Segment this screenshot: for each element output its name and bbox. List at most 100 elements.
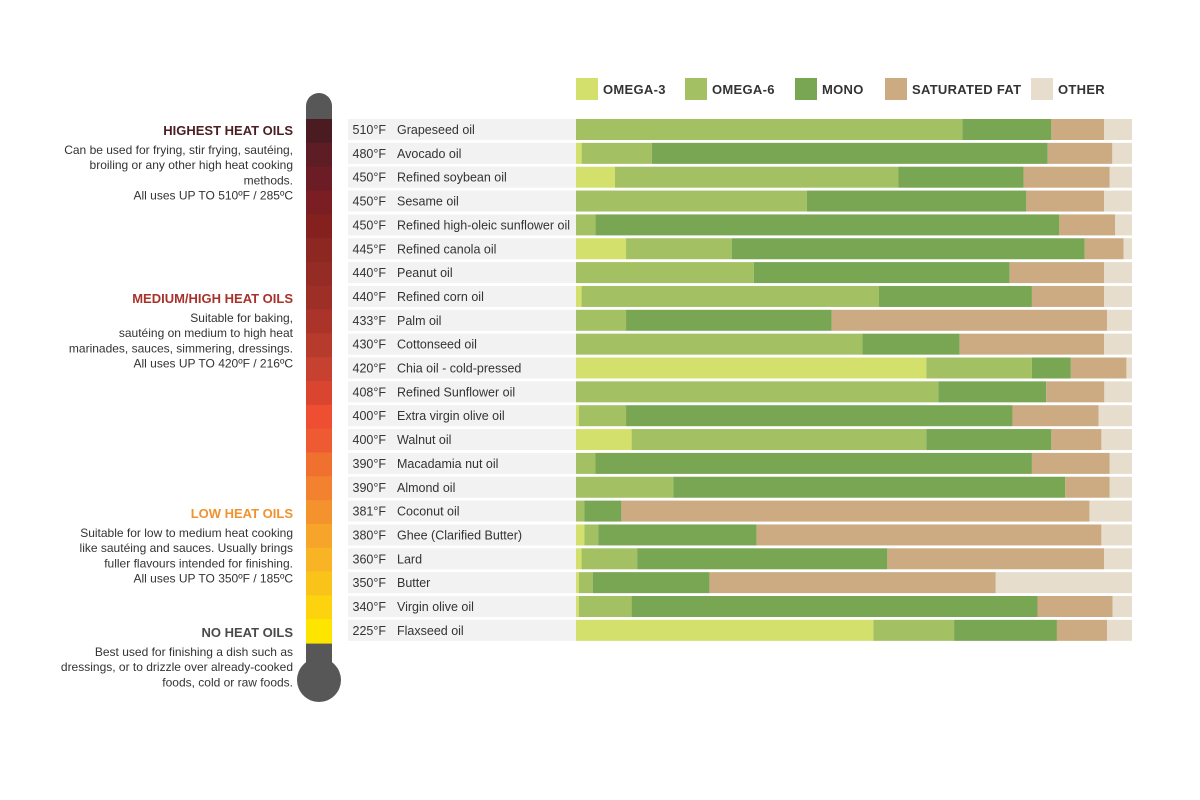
- bar-segment-saturated-fat: [1051, 119, 1105, 140]
- thermometer-color-segment: [306, 452, 332, 477]
- smoke-point-label: 420°F: [353, 362, 387, 376]
- oil-name-label: Almond oil: [397, 481, 455, 495]
- oil-name-label: Ghee (Clarified Butter): [397, 528, 522, 542]
- heat-section: LOW HEAT OILS Suitable for low to medium …: [80, 506, 294, 586]
- thermometer-color-segment: [306, 309, 332, 334]
- section-description-line: All uses UP TO 510ºF / 285ºC: [133, 189, 293, 203]
- smoke-point-label: 225°F: [353, 624, 387, 638]
- smoke-point-label: 381°F: [353, 505, 387, 519]
- bar-segment-other: [1126, 357, 1132, 379]
- oil-name-label: Peanut oil: [397, 266, 453, 280]
- oil-name-label: Sesame oil: [397, 195, 459, 209]
- oil-name-label: Chia oil - cold-pressed: [397, 362, 521, 376]
- bar-segment-omega-6: [614, 166, 899, 188]
- bar-segment-omega-3: [576, 619, 874, 641]
- legend-label: OMEGA-3: [603, 82, 666, 97]
- bar-segment-omega-6: [576, 190, 807, 212]
- smoke-point-label: 350°F: [353, 576, 387, 590]
- oil-row: 360°F Lard: [348, 548, 1132, 570]
- bar-segment-mono: [584, 500, 622, 522]
- bar-segment-other: [1104, 548, 1132, 570]
- row-label-background: [348, 619, 576, 641]
- bar-segment-omega-6: [578, 572, 593, 594]
- bar-segment-omega-3: [576, 429, 632, 451]
- thermometer-color-segment: [306, 166, 332, 192]
- thermometer-color-segment: [306, 381, 332, 406]
- oil-name-label: Refined high-oleic sunflower oil: [397, 218, 570, 232]
- bar-segment-omega-3: [576, 166, 615, 188]
- oil-name-label: Butter: [397, 576, 430, 590]
- section-description-line: fuller flavours intended for finishing.: [104, 556, 293, 570]
- oil-name-label: Avocado oil: [397, 147, 461, 161]
- thermometer-color-segment: [306, 214, 332, 239]
- oil-row: 433°F Palm oil: [348, 309, 1132, 331]
- row-label-background: [348, 262, 576, 284]
- row-label-background: [348, 524, 576, 546]
- bar-segment-other: [1104, 285, 1132, 307]
- bar-segment-omega-3: [576, 357, 927, 379]
- bar-segment-mono: [592, 572, 710, 594]
- smoke-point-label: 510°F: [353, 123, 387, 137]
- bar-segment-omega-6: [576, 476, 674, 498]
- legend-item: OTHER: [1031, 78, 1105, 100]
- bar-segment-mono: [862, 333, 960, 355]
- smoke-point-label: 440°F: [353, 290, 387, 304]
- thermometer-color-segment: [306, 119, 332, 144]
- smoke-point-label: 440°F: [353, 266, 387, 280]
- bar-segment-saturated-fat: [1031, 452, 1110, 474]
- oil-row: 450°F Refined high-oleic sunflower oil: [348, 214, 1132, 236]
- oil-row: 445°F Refined canola oil: [348, 238, 1132, 260]
- legend: OMEGA-3 OMEGA-6 MONO SATURATED FAT OTHER: [576, 78, 1105, 100]
- bar-segment-saturated-fat: [1059, 214, 1116, 236]
- bar-segment-mono: [731, 238, 1085, 260]
- row-label-background: [348, 429, 576, 451]
- bar-segment-mono: [898, 166, 1024, 188]
- oil-row: 380°F Ghee (Clarified Butter): [348, 524, 1132, 546]
- section-description-line: methods.: [244, 173, 293, 187]
- smoke-point-label: 445°F: [353, 242, 387, 256]
- bar-segment-omega-6: [576, 500, 585, 522]
- oil-row: 440°F Peanut oil: [348, 262, 1132, 284]
- section-description-line: broiling or any other high heat cooking: [90, 158, 293, 172]
- section-description-line: marinades, sauces, simmering, dressings.: [69, 341, 293, 355]
- bar-segment-omega-6: [626, 238, 732, 260]
- bar-segment-saturated-fat: [959, 333, 1105, 355]
- oil-row: 450°F Sesame oil: [348, 190, 1132, 212]
- thermometer-color-segment: [306, 190, 332, 215]
- bar-segment-other: [995, 572, 1132, 594]
- bar-segment-omega-6: [576, 381, 939, 403]
- bar-segment-other: [1104, 262, 1132, 284]
- bar-segment-mono: [938, 381, 1047, 403]
- oil-row: 450°F Refined soybean oil: [348, 166, 1132, 188]
- oil-row: 510°F Grapeseed oil: [348, 119, 1132, 140]
- row-label-background: [348, 309, 576, 331]
- bar-segment-other: [1101, 429, 1132, 451]
- heat-section: NO HEAT OILS Best used for finishing a di…: [61, 625, 293, 689]
- oil-name-label: Refined canola oil: [397, 242, 496, 256]
- row-label-background: [348, 357, 576, 379]
- bar-segment-omega-3: [576, 596, 579, 617]
- bar-segment-saturated-fat: [1012, 405, 1099, 427]
- bar-segment-mono: [806, 190, 1027, 212]
- oil-row: 430°F Cottonseed oil: [348, 333, 1132, 355]
- bar-segment-other: [1104, 381, 1132, 403]
- section-title: MEDIUM/HIGH HEAT OILS: [132, 291, 293, 306]
- legend-swatch: [795, 78, 817, 100]
- oil-row: 480°F Avocado oil: [348, 142, 1132, 164]
- oil-row: 350°F Butter: [348, 572, 1132, 594]
- smoke-point-label: 450°F: [353, 171, 387, 185]
- bar-segment-mono: [673, 476, 1066, 498]
- oil-row: 225°F Flaxseed oil: [348, 619, 1132, 641]
- row-label-background: [348, 476, 576, 498]
- oil-name-label: Virgin olive oil: [397, 600, 474, 614]
- section-description-line: foods, cold or raw foods.: [162, 675, 293, 689]
- thermometer-color-segment: [306, 238, 332, 263]
- bar-segment-other: [1112, 142, 1132, 164]
- smoke-point-label: 408°F: [353, 385, 387, 399]
- bar-segment-mono: [595, 452, 1032, 474]
- bar-segment-mono: [631, 596, 1038, 617]
- bar-segment-saturated-fat: [1047, 142, 1113, 164]
- bar-segment-saturated-fat: [1026, 190, 1105, 212]
- bar-segment-other: [1089, 500, 1132, 522]
- bar-segment-mono: [626, 309, 832, 331]
